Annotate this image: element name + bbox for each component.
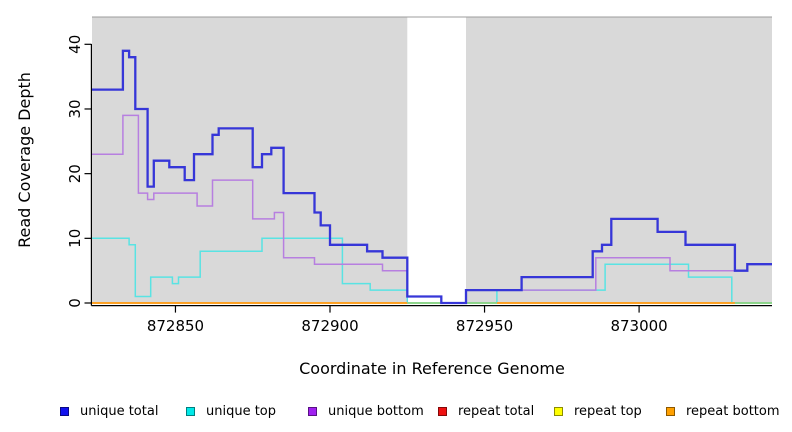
legend-label: unique top <box>206 403 277 419</box>
legend-item-unique-top: unique top <box>186 402 276 420</box>
legend: unique total unique top unique bottom re… <box>0 396 792 428</box>
unique-bottom-swatch-icon <box>308 406 317 416</box>
legend-label: unique total <box>80 403 159 419</box>
y-tick-label: 10 <box>66 229 84 248</box>
x-axis-label: Coordinate in Reference Genome <box>299 359 565 378</box>
y-axis-label: Read Coverage Depth <box>15 72 34 248</box>
coverage-plot-canvas: 0 10 20 30 40 872850 872900 872950 873000 Read C… <box>15 16 772 378</box>
x-tick-label: 872900 <box>301 317 358 335</box>
y-tick-label: 20 <box>66 164 84 183</box>
y-tick-label: 0 <box>66 298 84 308</box>
repeat-bottom-swatch-icon <box>666 406 675 416</box>
repeat-top-swatch-icon <box>554 406 563 416</box>
axis-ticks <box>84 43 640 313</box>
y-tick-label: 30 <box>66 99 84 118</box>
unique-total-swatch-icon <box>60 406 69 416</box>
series-line-unique-bottom <box>92 114 772 304</box>
series-lines <box>92 49 772 305</box>
legend-item-repeat-total: repeat total <box>438 402 534 420</box>
x-tick-label: 872850 <box>147 317 204 335</box>
x-tick-label: 873000 <box>610 317 667 335</box>
legend-label: repeat top <box>574 403 642 419</box>
series-line-unique-total <box>92 49 772 305</box>
legend-item-unique-total: unique total <box>60 402 158 420</box>
x-tick-label: 872950 <box>456 317 513 335</box>
legend-item-unique-bottom: unique bottom <box>308 402 424 420</box>
legend-item-repeat-bottom: repeat bottom <box>666 402 780 420</box>
unique-top-swatch-icon <box>186 406 195 416</box>
legend-label: repeat bottom <box>686 403 780 419</box>
legend-label: repeat total <box>458 403 535 419</box>
axes <box>90 44 772 307</box>
gap-region <box>407 17 466 303</box>
repeat-total-swatch-icon <box>438 406 447 416</box>
legend-item-repeat-top: repeat top <box>554 402 642 420</box>
coverage-plot: 0 10 20 30 40 872850 872900 872950 873000 Read C… <box>15 16 772 378</box>
y-tick-label: 40 <box>66 35 84 54</box>
axis-tick-labels: 0 10 20 30 40 872850 872900 872950 873000 <box>66 35 668 335</box>
series-line-unique-top <box>92 237 772 304</box>
legend-label: unique bottom <box>328 403 424 419</box>
